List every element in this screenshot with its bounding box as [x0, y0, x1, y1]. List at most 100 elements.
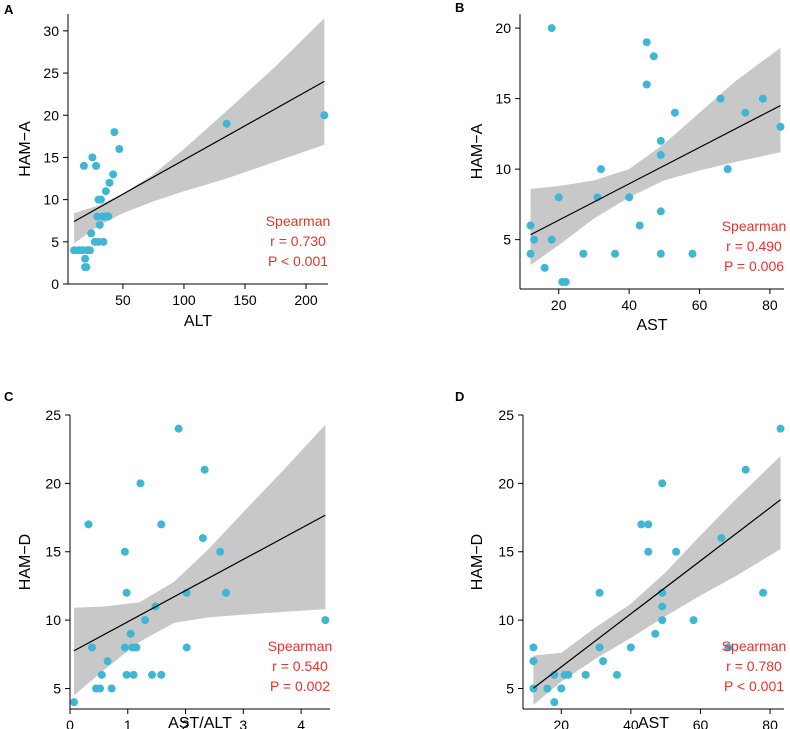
data-point — [126, 629, 135, 638]
confidence-band — [74, 18, 325, 244]
data-point — [596, 165, 605, 174]
panel-b: 20 40 60 80 5 10 15 20 AST HAM−A B Spearman r = 0.49… — [455, 0, 786, 334]
stat-r-value: r = 0.490 — [726, 238, 782, 254]
data-point — [157, 520, 166, 529]
stat-r-value: r = 0.780 — [726, 658, 782, 674]
data-point — [529, 657, 538, 666]
data-point — [87, 229, 96, 238]
data-point — [642, 38, 651, 47]
y-tick-label: 15 — [495, 91, 511, 107]
data-point — [132, 643, 141, 652]
data-point — [222, 119, 231, 128]
data-point — [136, 479, 145, 488]
panel-letter: B — [455, 0, 464, 15]
y-tick-label: 0 — [51, 276, 59, 292]
data-point — [625, 193, 634, 202]
data-point — [104, 212, 113, 221]
data-point — [216, 547, 225, 556]
data-point — [776, 424, 785, 433]
data-point — [526, 249, 535, 258]
data-point — [626, 643, 635, 652]
regression-line — [530, 105, 781, 236]
data-point — [122, 588, 131, 597]
data-point — [110, 128, 119, 137]
x-tick-label: 50 — [115, 292, 131, 308]
x-axis-title: AST — [636, 317, 667, 334]
data-point — [716, 94, 725, 103]
data-point — [99, 237, 108, 246]
data-point — [550, 698, 559, 707]
data-point — [612, 670, 621, 679]
data-point — [530, 235, 539, 244]
y-tick-label: 20 — [495, 20, 511, 36]
x-axis-title: ALT — [184, 313, 212, 330]
data-point — [543, 684, 552, 693]
y-tick-label: 5 — [503, 232, 511, 248]
data-point — [554, 193, 563, 202]
data-point — [658, 602, 667, 611]
data-point — [174, 424, 183, 433]
data-point — [776, 122, 785, 131]
data-point — [689, 616, 698, 625]
x-tick-label: 60 — [692, 297, 708, 313]
data-point — [103, 657, 112, 666]
regression-line — [73, 80, 325, 223]
x-tick-label: 0 — [66, 717, 74, 729]
panel-letter: D — [455, 389, 464, 404]
data-point — [611, 249, 620, 258]
confidence-band — [530, 47, 781, 266]
data-point — [595, 643, 604, 652]
data-point — [81, 254, 90, 263]
data-point — [526, 221, 535, 230]
data-point — [741, 108, 750, 117]
stat-title: Spearman — [266, 213, 331, 229]
data-point — [122, 670, 131, 679]
data-point — [96, 684, 105, 693]
data-point — [644, 520, 653, 529]
y-tick-label: 5 — [51, 234, 59, 250]
data-point — [200, 465, 209, 474]
y-axis-title: HAM−D — [469, 534, 486, 590]
x-tick-label: 20 — [553, 717, 569, 729]
x-tick-label: 4 — [297, 717, 305, 729]
y-axis-title: HAM−A — [17, 121, 34, 177]
data-point — [561, 277, 570, 286]
data-point — [651, 629, 660, 638]
stat-title: Spearman — [268, 638, 333, 654]
x-tick-label: 3 — [239, 717, 247, 729]
data-point — [120, 547, 129, 556]
data-point — [547, 235, 556, 244]
data-point — [656, 249, 665, 258]
y-tick-label: 15 — [498, 544, 514, 560]
data-point — [115, 145, 124, 153]
data-point — [642, 80, 651, 89]
y-tick-label: 10 — [43, 192, 59, 208]
data-point — [550, 670, 559, 679]
data-point — [540, 263, 549, 272]
data-point — [101, 187, 110, 196]
data-point — [547, 24, 556, 33]
y-tick-label: 15 — [45, 544, 61, 560]
data-point — [656, 151, 665, 160]
x-axis-title: AST — [638, 715, 669, 729]
data-point — [96, 195, 105, 204]
data-point — [129, 670, 138, 679]
y-tick-label: 25 — [498, 407, 514, 423]
data-point — [84, 520, 93, 529]
data-point — [656, 207, 665, 216]
y-tick-label: 15 — [43, 149, 59, 165]
y-tick-label: 30 — [43, 23, 59, 39]
data-point — [85, 246, 94, 255]
data-point — [758, 94, 767, 103]
data-point — [105, 178, 114, 187]
panel-letter: C — [4, 389, 14, 404]
panel-c: 0 1 2 3 4 5 10 15 20 25 AST/ALT HAM−D C Spearman r = 0… — [4, 389, 332, 729]
x-tick-label: 80 — [762, 717, 778, 729]
data-point — [79, 161, 88, 170]
data-point — [88, 153, 97, 162]
x-tick-label: 2 — [182, 717, 190, 729]
stat-p-value: P < 0.001 — [724, 678, 784, 694]
data-point — [107, 684, 116, 693]
data-point — [92, 161, 101, 170]
stat-title: Spearman — [722, 218, 787, 234]
